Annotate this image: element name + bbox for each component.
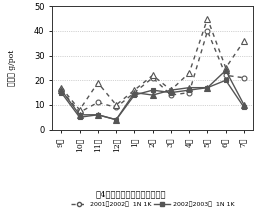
Legend: 2001～2002年  1N 1K, 1.5N 1K, 2002～2003年  1N 1K, 1.5N 1K : 2001～2002年 1N 1K, 1.5N 1K, 2002～2003年 1N… bbox=[71, 201, 235, 209]
Y-axis label: 乾物重 g/pot: 乾物重 g/pot bbox=[8, 50, 16, 86]
Text: 図4　切り花乾物重の年次間差: 図4 切り花乾物重の年次間差 bbox=[95, 190, 166, 198]
